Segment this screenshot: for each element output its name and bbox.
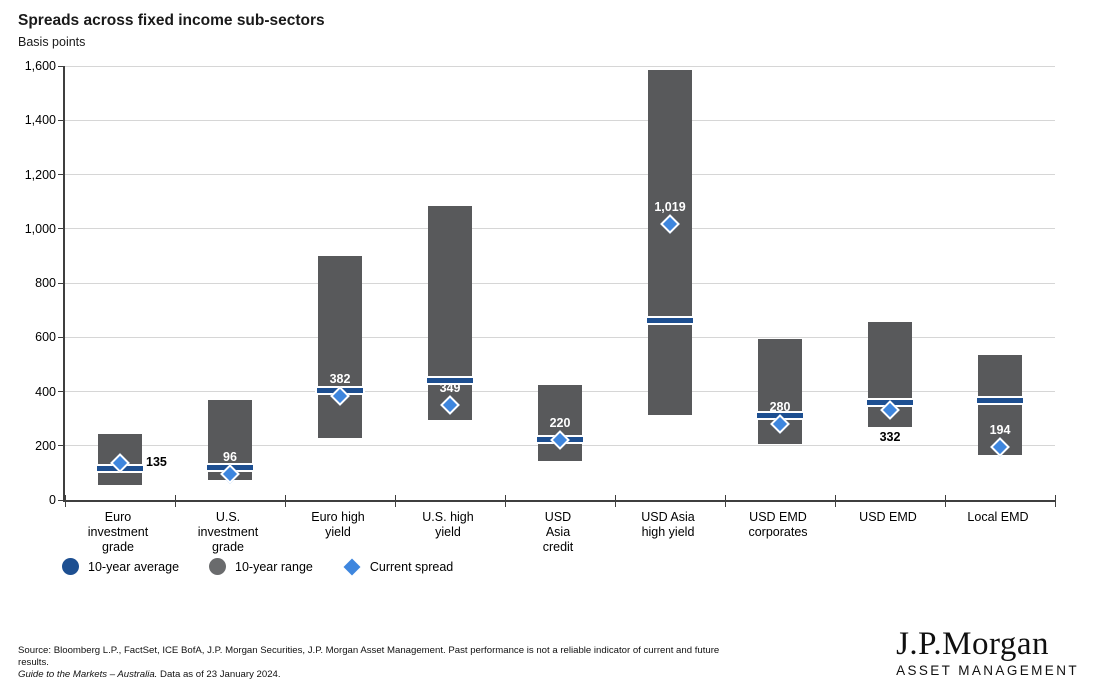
y-axis-tick-label: 800: [35, 276, 56, 290]
gridline: [65, 282, 1055, 284]
x-axis-tick: [174, 495, 176, 507]
category-label: USD Asia high yield: [641, 510, 695, 539]
source-line-2: results.: [18, 657, 49, 668]
jpmorgan-logo: J.P.Morgan ASSET MANAGEMENT: [896, 626, 1079, 678]
x-axis-tick: [944, 495, 946, 507]
legend-item: Current spread: [343, 558, 454, 575]
y-axis-tick: [58, 445, 63, 447]
y-axis-tick: [58, 391, 63, 392]
category-label: U.S. high yield: [422, 510, 474, 539]
y-axis-tick: [58, 228, 63, 230]
gridline: [65, 228, 1055, 230]
legend-label: Current spread: [369, 559, 454, 574]
asset-management-text: ASSET MANAGEMENT: [896, 663, 1079, 678]
average-band-marker: [645, 316, 695, 326]
y-axis-tick: [58, 336, 63, 338]
legend-diamond-icon: [343, 558, 361, 575]
category-label: Euro high yield: [311, 510, 365, 539]
data-as-of: Data as of 23 January 2024.: [157, 669, 281, 680]
legend-label: 10-year average: [88, 559, 180, 574]
legend-circle-icon: [209, 558, 227, 575]
gridline: [65, 65, 1055, 67]
x-axis-tick: [614, 495, 616, 507]
y-axis-tick: [58, 65, 63, 67]
y-axis-tick-label: 1,400: [24, 113, 56, 128]
current-spread-label: 135: [146, 455, 167, 470]
current-spread-label: 332: [879, 429, 901, 444]
y-axis-tick: [58, 499, 63, 501]
current-spread-label: 349: [439, 381, 461, 396]
plot-area: 135 96 382 349 220 1,019 280 332 194: [58, 65, 1056, 507]
legend-item: 10-year range: [209, 558, 313, 575]
y-axis-tick: [58, 119, 63, 121]
y-axis-tick-label: 1,200: [24, 167, 56, 182]
category-label: U.S. investment grade: [197, 510, 259, 554]
current-spread-label: 382: [329, 372, 351, 387]
average-band-marker: [425, 376, 475, 386]
x-axis-tick: [64, 495, 66, 507]
gridline: [65, 174, 1055, 175]
x-axis-tick: [834, 495, 836, 507]
category-label: Local EMD: [967, 510, 1029, 524]
legend-label: 10-year range: [235, 559, 313, 574]
current-spread-label: 194: [989, 423, 1011, 438]
gridline: [65, 336, 1055, 338]
y-axis-tick-label: 200: [35, 438, 56, 453]
source-line-1: Source: Bloomberg L.P., FactSet, ICE Bof…: [18, 645, 720, 656]
y-axis-tick: [58, 174, 63, 175]
source-footnote: Source: Bloomberg L.P., FactSet, ICE Bof…: [18, 645, 793, 681]
current-spread-label: 280: [769, 400, 791, 415]
range-bar: [318, 255, 362, 438]
jpmorgan-brand-text: J.P.Morgan: [896, 626, 1049, 662]
x-axis-tick: [394, 495, 396, 507]
chart-subtitle: Basis points: [18, 35, 86, 49]
legend-circle-icon: [62, 558, 79, 575]
gtm-reference: Guide to the Markets – Australia.: [18, 669, 158, 680]
y-axis-tick: [58, 282, 63, 284]
source-line-3: Guide to the Markets – Australia. Data a…: [18, 669, 793, 681]
category-label: Euro investment grade: [87, 510, 149, 554]
legend-item: 10-year average: [62, 558, 179, 575]
current-spread-label: 1,019: [654, 199, 686, 214]
chart-title: Spreads across fixed income sub-sectors: [18, 12, 325, 29]
x-axis-tick: [1054, 495, 1056, 507]
y-axis-tick-label: 0: [49, 493, 56, 507]
y-axis-tick-label: 400: [35, 384, 56, 399]
category-label: USD EMD corporates: [748, 510, 808, 539]
x-axis-tick: [504, 495, 506, 507]
y-axis-tick-label: 600: [35, 330, 56, 345]
range-bar: [648, 70, 692, 415]
current-spread-label: 96: [223, 449, 237, 464]
category-label: USD EMD: [859, 510, 917, 524]
y-axis-tick-label: 1,600: [24, 59, 56, 73]
category-label: USD Asia credit: [542, 510, 574, 554]
current-spread-label: 220: [549, 416, 571, 431]
x-axis-tick: [724, 495, 726, 507]
legend: 10-year average 10-year range Current spre…: [62, 558, 453, 575]
average-band-marker: [975, 396, 1025, 406]
gridline: [65, 119, 1055, 121]
x-axis-tick: [284, 495, 286, 507]
y-axis-tick-label: 1,000: [24, 221, 56, 236]
